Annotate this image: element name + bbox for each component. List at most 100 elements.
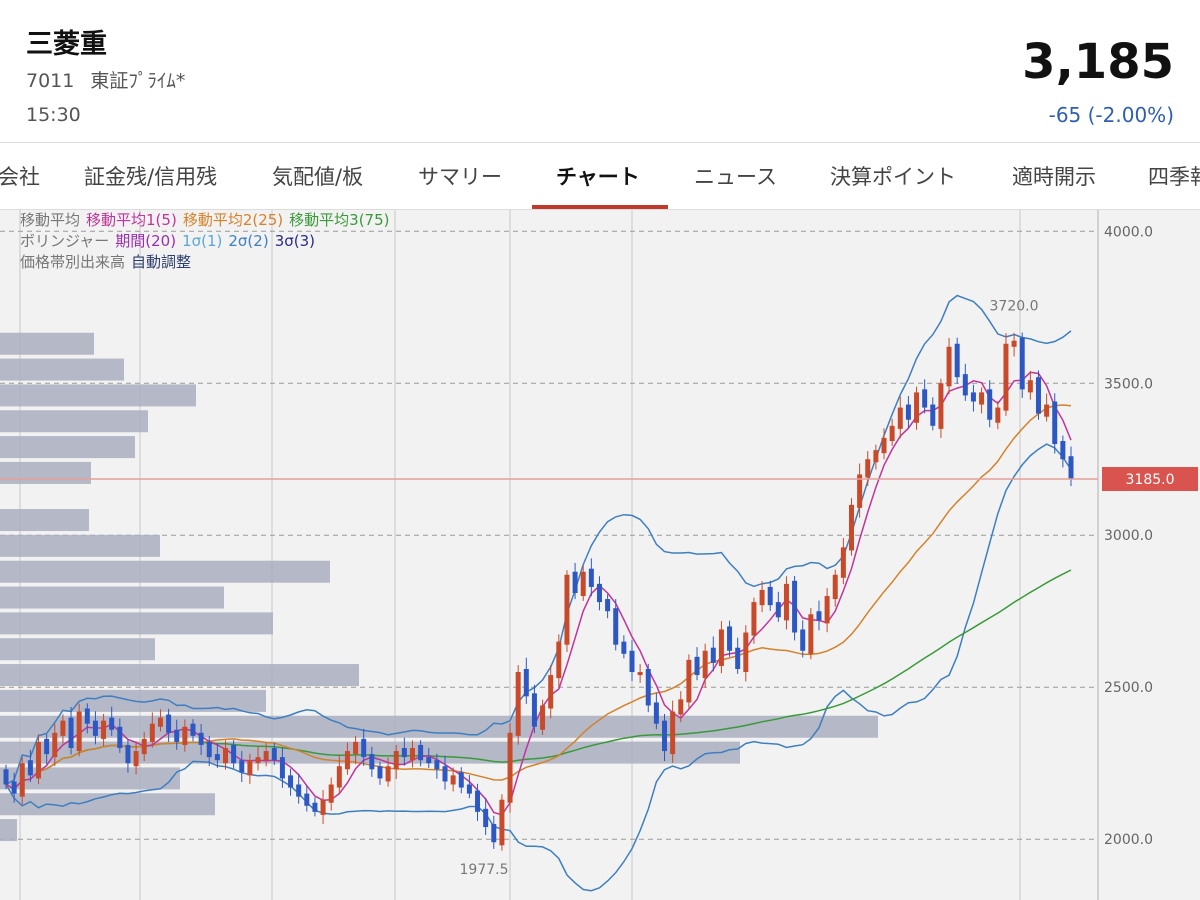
volume-profile-bar [0,436,135,459]
candle-body [304,793,310,806]
candle-body [271,748,277,761]
legend-ma1[interactable]: 移動平均1(5) [86,211,177,229]
candle-body [572,571,578,593]
candle-body [678,699,684,715]
candle-body [840,547,846,578]
candle-body [515,672,521,736]
volume-profile-bar [0,509,89,532]
candle-body [759,589,765,606]
stock-code-line: 7011 東証ﾌﾟﾗｲﾑ* [26,66,185,93]
candle-body [149,723,155,742]
legend-bb-1sigma[interactable]: 1σ(1) [182,232,223,250]
candle-body [320,799,326,815]
candle-body [206,741,212,758]
tab-shikiho[interactable]: 四季報 [1148,165,1200,189]
volume-profile-bar [0,332,94,355]
candle-body [125,744,131,764]
candle-body [44,738,50,755]
tab-order-book[interactable]: 気配値/板 [272,165,364,189]
candle-body [954,343,960,378]
candle-body [743,632,749,673]
candle-body [962,374,968,396]
candle-body [52,732,58,758]
candle-body [231,744,237,764]
stock-header: 三菱重 7011 東証ﾌﾟﾗｲﾑ* 15:30 3,185 -65 (-2.00… [0,0,1200,143]
candle-body [353,741,359,755]
volume-profile-bar [0,612,273,635]
candle-body [385,766,391,782]
legend-bb-title: ボリンジャー [20,232,110,250]
candle-body [450,775,456,785]
candle-body [670,711,676,755]
candle-body [783,583,789,621]
candle-body [182,726,188,745]
current-price: 3,185 [1022,34,1174,90]
legend-ma3[interactable]: 移動平均3(75) [289,211,390,229]
candle-body [288,775,294,788]
tab-margin-balance[interactable]: 証金残/信用残 [84,165,218,189]
candle-body [157,717,163,727]
candle-body [214,754,220,761]
tab-company[interactable]: 会社 [0,165,40,189]
candle-body [499,799,505,846]
tab-chart[interactable]: チャート [556,165,640,189]
volume-profile-bar [0,560,330,583]
candle-body [279,757,285,779]
candle-body [816,611,822,621]
candle-body [848,504,854,551]
candle-body [239,760,245,773]
candle-body [174,729,180,742]
tab-disclosure[interactable]: 適時開示 [1012,165,1096,189]
tab-earnings-points[interactable]: 決算ポイント [830,165,956,189]
candle-body [27,760,33,776]
legend-bb-2sigma[interactable]: 2σ(2) [228,232,269,250]
candle-body [401,748,407,758]
candle-body [344,751,350,770]
candle-body [483,808,489,828]
candle-body [596,583,602,603]
legend-bb-period[interactable]: 期間(20) [115,232,177,250]
candle-body [686,659,692,703]
candle-body [1011,340,1017,347]
candle-body [101,720,107,739]
candle-body [548,675,554,709]
candlestick-chart[interactable]: 4000.0 3500.0 3000.0 2500.0 2000.0 3185.0 3720… [0,210,1200,900]
candle-body [1060,441,1066,460]
candle-body [223,748,229,764]
candle-body [865,459,871,478]
candle-body [84,708,90,724]
candle-body [662,720,668,752]
candle-body [458,772,464,788]
candle-body [824,596,830,624]
tab-summary[interactable]: サマリー [418,165,502,189]
candle-body [336,766,342,788]
y-tick-label: 2500.0 [1104,680,1153,696]
low-label: 1977.5 [460,862,509,878]
candle-body [255,757,261,764]
candle-body [979,392,985,405]
legend-ma2[interactable]: 移動平均2(25) [182,211,284,229]
legend-ma-row: 移動平均 移動平均1(5) 移動平均2(25) 移動平均3(75) [20,210,396,231]
legend-vp-mode[interactable]: 自動調整 [131,253,192,271]
candle-body [995,407,1001,423]
candle-body [3,769,9,785]
candle-body [369,754,375,770]
candle-body [930,404,936,426]
candle-body [808,614,814,654]
candle-body [792,580,798,633]
candle-body [873,450,879,463]
candle-body [735,647,741,669]
candle-body [60,720,66,736]
candle-body [767,586,773,606]
candle-body [914,392,920,423]
candle-body [922,389,928,408]
bollinger-upper-band [5,294,1072,786]
candle-body [466,784,472,794]
legend-bb-3sigma[interactable]: 3σ(3) [274,232,315,250]
stock-time: 15:30 [26,104,81,126]
candle-body [881,437,887,454]
candle-body [11,781,17,794]
tab-news[interactable]: ニュース [694,165,777,189]
candle-body [694,656,700,676]
chart-area[interactable]: 4000.0 3500.0 3000.0 2500.0 2000.0 3185.0 3720… [0,210,1200,900]
